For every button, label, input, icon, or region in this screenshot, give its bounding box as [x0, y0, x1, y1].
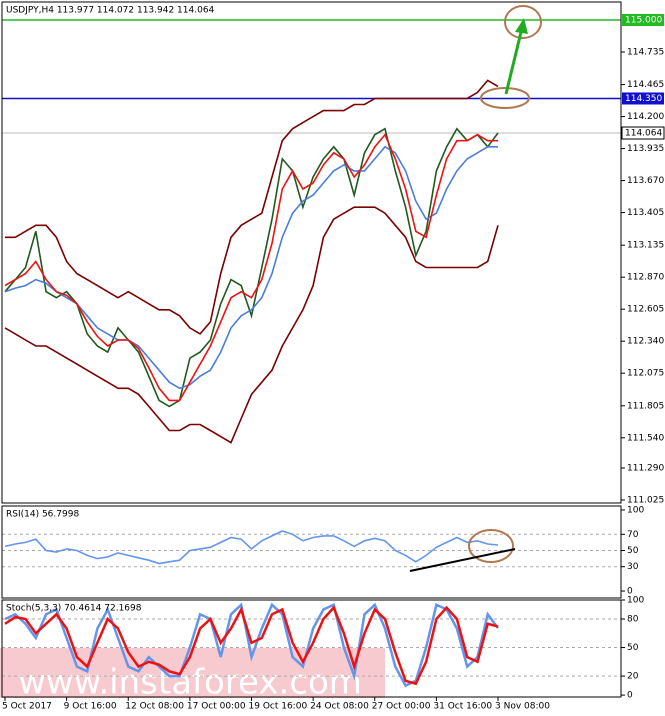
- plot-layer: 111.025 111.290 111.540 111.805 112.075 112.3…: [0, 6, 665, 712]
- level-label-box: [622, 13, 664, 26]
- annotation-circle: [504, 5, 542, 39]
- stoch-frame: [1, 599, 622, 698]
- y-tick-label: 114.200: [627, 112, 664, 122]
- annotation-circle: [468, 529, 514, 563]
- level-label: 115.000: [625, 15, 662, 25]
- last-price-label: 114.064: [625, 129, 662, 139]
- series-line: [4, 145, 498, 390]
- series-line: [4, 530, 499, 565]
- y-tick-label: 80: [627, 615, 639, 625]
- x-tick-label: 31 Oct 16:00: [433, 702, 492, 712]
- y-tick-label: 111.025: [627, 495, 664, 505]
- series-line: [4, 133, 498, 402]
- annotation-circle: [480, 87, 530, 109]
- x-tick-label: 19 Oct 16:00: [249, 702, 308, 712]
- trend-line: [409, 548, 516, 572]
- rsi-frame: [1, 505, 622, 599]
- series-line: [5, 79, 499, 335]
- last-price-box: [621, 126, 665, 140]
- y-tick-label: 112.075: [627, 369, 664, 379]
- y-tick-label: 50: [627, 643, 639, 653]
- y-tick-label: 112.870: [627, 273, 664, 283]
- level-label: 114.350: [625, 94, 662, 104]
- x-tick-label: 3 Nov 08:00: [495, 702, 550, 712]
- x-tick-label: 27 Oct 00:00: [372, 702, 431, 712]
- y-tick-label: 30: [627, 562, 639, 572]
- series-line: [4, 605, 499, 686]
- watermark-band: [0, 648, 385, 698]
- y-tick-label: 0: [627, 691, 633, 701]
- y-tick-label: 112.340: [627, 337, 664, 347]
- y-tick-label: 111.540: [627, 433, 664, 443]
- y-tick-label: 100: [627, 596, 644, 606]
- y-tick-label: 50: [627, 546, 639, 556]
- panel-title: USDJPY,H4 113.977 114.072 113.942 114.06…: [6, 6, 215, 16]
- y-tick-label: 111.805: [627, 401, 664, 411]
- x-tick-label: 24 Oct 08:00: [310, 702, 369, 712]
- x-tick-label: 17 Oct 00:00: [187, 702, 246, 712]
- annotation-arrow: [504, 27, 524, 95]
- y-tick-label: 114.735: [627, 47, 664, 57]
- y-tick-label: 112.605: [627, 305, 664, 315]
- y-tick-label: 113.405: [627, 208, 664, 218]
- x-tick-label: 5 Oct 2017: [2, 702, 52, 712]
- y-tick-label: 113.670: [627, 176, 664, 186]
- y-tick-label: 114.465: [627, 80, 664, 90]
- main-frame: [1, 1, 622, 504]
- y-tick-label: 111.290: [627, 463, 664, 473]
- panel-title: RSI(14) 56.7998: [6, 510, 79, 520]
- series-line: [4, 206, 499, 444]
- panel-title: Stoch(5,3,3) 70.4614 72.1698: [6, 604, 142, 614]
- watermark: www.instaforex.com: [18, 663, 362, 703]
- series-line: [4, 127, 499, 408]
- level-label-box: [622, 92, 664, 105]
- y-tick-label: 100: [627, 505, 644, 515]
- y-tick-label: 70: [627, 530, 639, 540]
- arrow-head: [515, 18, 528, 34]
- x-tick-label: 12 Oct 08:00: [125, 702, 184, 712]
- x-tick-label: 9 Oct 16:00: [64, 702, 117, 712]
- y-tick-label: 113.135: [627, 241, 664, 251]
- y-tick-label: 113.935: [627, 144, 664, 154]
- y-tick-label: 20: [627, 672, 639, 682]
- y-tick-label: 0: [627, 587, 633, 597]
